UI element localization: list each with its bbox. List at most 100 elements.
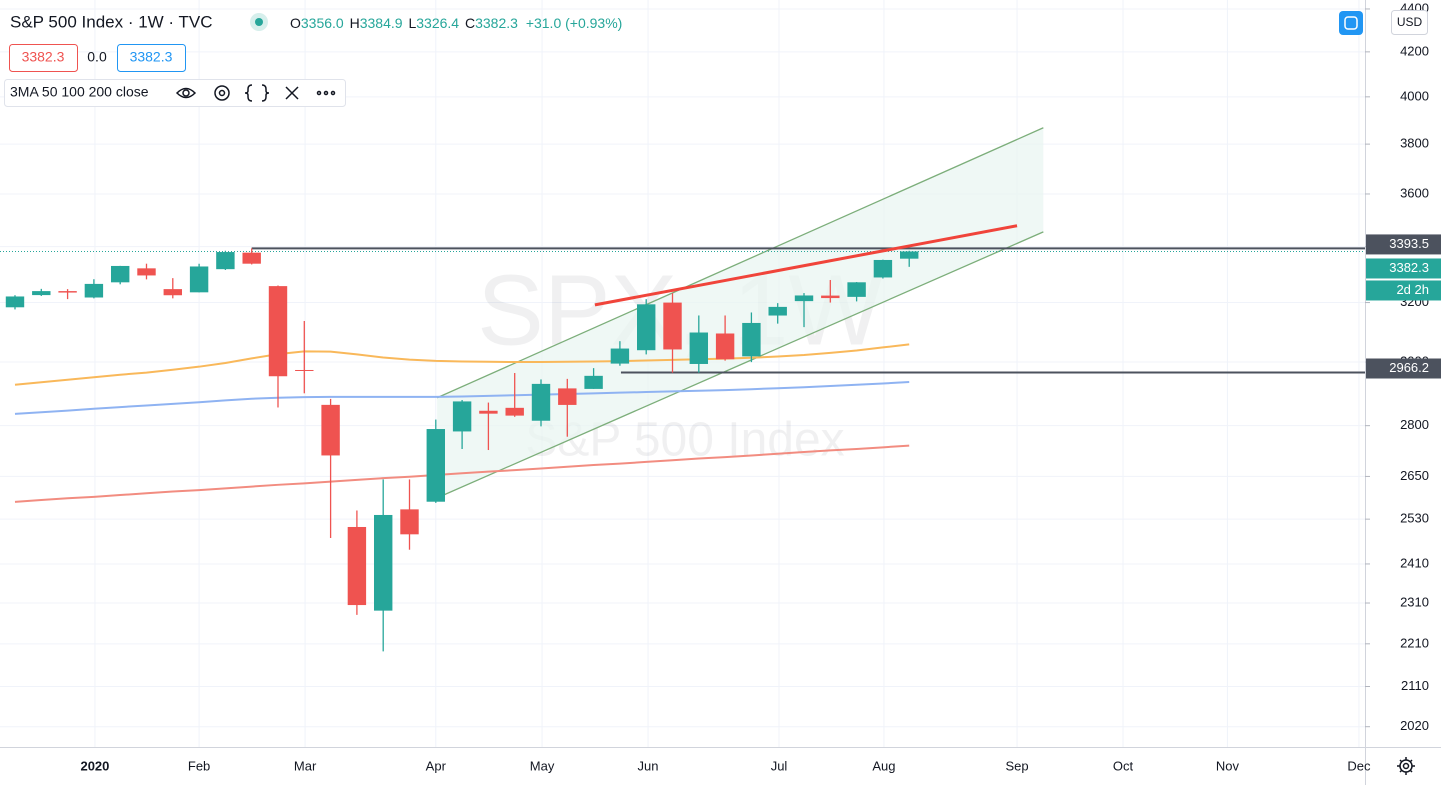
candle-body: [5, 296, 25, 308]
ask: 3382.3: [130, 49, 173, 65]
ohlc-key: O: [290, 15, 301, 31]
settings-icon[interactable]: [1397, 757, 1415, 775]
x-tick-label: Nov: [1216, 758, 1240, 773]
y-tick-label: 4200: [1400, 43, 1429, 58]
candle-body: [715, 333, 735, 360]
candle-body: [137, 268, 156, 276]
candle-body: [794, 295, 814, 302]
status-dot: [255, 18, 263, 26]
candle-body: [689, 332, 709, 364]
ohlc-key: C: [465, 15, 475, 31]
change: +31.0 (+0.93%): [526, 15, 623, 31]
level-label-bg: [1366, 358, 1441, 379]
countdown-label-bg: [1366, 280, 1441, 301]
y-tick-label: 2020: [1400, 718, 1429, 733]
x-tick-label: Oct: [1113, 758, 1134, 773]
moving-average: [14, 380, 910, 415]
channel-line: [436, 231, 1044, 499]
y-tick-label: 2530: [1400, 511, 1429, 526]
candle-body: [426, 429, 446, 502]
y-tick-label: 2800: [1400, 417, 1429, 432]
last-price-label-bg: [1366, 258, 1441, 279]
ohlc-value: 3356.0: [301, 15, 344, 31]
y-tick-label: 2410: [1400, 555, 1429, 570]
currency-button[interactable]: [1391, 10, 1428, 35]
candle-body: [32, 291, 51, 296]
indicator-icons[interactable]: [175, 84, 336, 102]
candle-body: [110, 265, 130, 283]
x-tick-label: Sep: [1005, 758, 1028, 773]
candle-body: [900, 251, 919, 259]
ohlc-value: 3382.3: [475, 15, 518, 31]
candle-body: [873, 259, 893, 278]
y-tick-label: 2210: [1400, 635, 1429, 650]
indicator-label: 3MA 50 100 200 close: [10, 84, 149, 100]
candle-body: [768, 306, 787, 316]
spread: 0.0: [87, 49, 107, 65]
axes: 2020 Feb Mar Apr May Jun Jul Aug Sep Oct Nov Dec 202…: [80, 0, 1441, 773]
candle-body: [268, 286, 288, 377]
candle-body: [505, 407, 524, 416]
candle-body: [373, 514, 393, 611]
candle-body: [531, 383, 551, 421]
candle-body: [321, 404, 340, 456]
plot-area: SPX, 1WS&P 500 Index: [0, 0, 1365, 747]
indicator-box[interactable]: [4, 79, 346, 107]
level-label-bg: [1366, 234, 1441, 255]
candle-body: [163, 289, 182, 296]
x-tick-label: May: [530, 758, 555, 773]
x-tick-label: Aug: [872, 758, 895, 773]
level-label: 3393.5: [1389, 236, 1429, 251]
candle-body: [479, 410, 498, 414]
candle-body: [742, 322, 761, 357]
y-tick-label: 2650: [1400, 468, 1429, 483]
candle-body: [58, 291, 77, 293]
auto-scale-button[interactable]: [1339, 11, 1363, 35]
candle-body: [295, 369, 314, 371]
symbol-title: S&P 500 Index · 1W · TVC: [10, 12, 213, 31]
candle-body: [558, 388, 577, 405]
bid-box[interactable]: [9, 44, 78, 72]
x-tick-label: Feb: [188, 758, 210, 773]
y-tick-label: 3600: [1400, 185, 1429, 200]
x-tick-label: Jun: [638, 758, 659, 773]
y-tick-label: 3800: [1400, 136, 1429, 151]
candle-body: [584, 375, 603, 389]
candle-body: [84, 283, 104, 298]
channel-fill: [437, 127, 1044, 498]
ask-box[interactable]: [117, 44, 186, 72]
candle-body: [847, 282, 866, 297]
x-tick-label: Apr: [426, 758, 447, 773]
moving-average: [14, 343, 910, 386]
ohlc-value: 3384.9: [360, 15, 403, 31]
candle-body: [216, 252, 235, 270]
candle-body: [347, 526, 367, 606]
y-tick-label: 2310: [1400, 594, 1429, 609]
auto-scale-icon: [1344, 16, 1358, 30]
candle-body: [452, 401, 472, 432]
candle-body: [610, 348, 630, 364]
trend-line: [594, 224, 1018, 307]
candle-body: [637, 304, 656, 351]
countdown-label: 2d 2h: [1396, 282, 1429, 297]
currency: USD: [1397, 15, 1423, 29]
ohlc-value: 3326.4: [416, 15, 459, 31]
x-tick-label: Dec: [1347, 758, 1371, 773]
ohlc-key: L: [408, 15, 416, 31]
y-tick-label: 4000: [1400, 88, 1429, 103]
x-tick-label: Mar: [294, 758, 317, 773]
moving-average: [14, 444, 910, 503]
candle-body: [189, 266, 209, 293]
header: S&P 500 Index · 1W · TVC O3356.0 H3384.9…: [4, 10, 1428, 775]
candle-body: [663, 302, 682, 350]
candle-body: [821, 295, 840, 299]
candle-body: [242, 252, 261, 264]
level-label: 2966.2: [1389, 360, 1429, 375]
candle-body: [400, 509, 419, 535]
x-tick-label: Jul: [771, 758, 788, 773]
ohlc-legend: O3356.0 H3384.9 L3326.4 C3382.3 +31.0 (+…: [290, 15, 622, 31]
bid: 3382.3: [22, 49, 65, 65]
channel-line: [436, 127, 1044, 399]
